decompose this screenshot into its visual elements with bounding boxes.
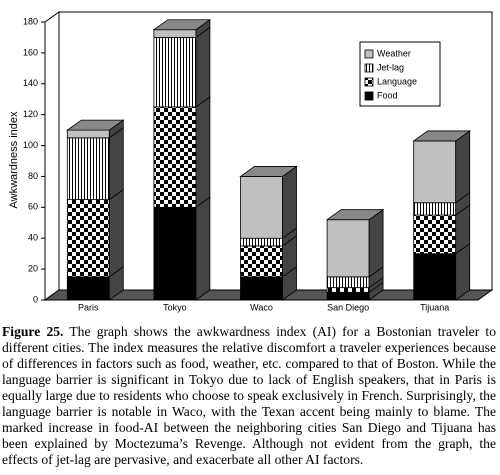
- x-tick-label: Paris: [78, 302, 99, 312]
- bar-top: [412, 130, 471, 142]
- y-tick-label: 20: [28, 263, 38, 273]
- y-tick-label: 120: [23, 109, 38, 119]
- legend-label: Food: [377, 90, 398, 100]
- bar-segment: [66, 276, 110, 301]
- y-tick-label: 0: [33, 294, 38, 304]
- bar-segment: [153, 206, 197, 301]
- bar-top: [325, 209, 385, 221]
- back-wall: [44, 11, 60, 301]
- legend-swatch: [364, 91, 374, 101]
- y-tick-label: 160: [23, 47, 38, 57]
- x-tick-label: Waco: [250, 302, 273, 312]
- caption-label: Figure 25.: [2, 324, 64, 339]
- bar-side: [368, 208, 384, 278]
- bar-side: [108, 127, 124, 201]
- bar-segment: [66, 199, 110, 278]
- bar-top: [152, 19, 212, 31]
- bar-segment: [413, 253, 457, 301]
- bar-segment: [240, 237, 283, 247]
- bar-segment: [240, 176, 283, 239]
- bar-segment: [326, 276, 370, 289]
- y-tick-label: 40: [28, 233, 38, 243]
- bar-top: [239, 166, 298, 177]
- bar-side: [108, 188, 124, 278]
- caption-text: The graph shows the awkwardness index (A…: [2, 324, 496, 467]
- y-tick-label: 140: [23, 78, 38, 88]
- y-axis-label: Awkwardness index: [8, 111, 20, 209]
- chart: Awkwardness index 0 20 40 60 80 100 120 140 160 1…: [8, 11, 494, 312]
- x-tick-label: Tokyo: [163, 302, 187, 312]
- bar-side: [195, 26, 211, 108]
- bar-segment: [66, 129, 110, 139]
- bar-segment: [326, 219, 370, 278]
- bar-side: [195, 96, 211, 209]
- bar-segment: [240, 245, 283, 278]
- x-tick-label: Tijuana: [420, 302, 449, 312]
- bar-side: [195, 196, 211, 301]
- y-tick-label: 180: [23, 16, 38, 26]
- legend-label: Weather: [377, 48, 411, 58]
- bar-segment: [413, 214, 457, 255]
- legend-swatch: [364, 49, 374, 59]
- bar-segment: [153, 106, 197, 208]
- caption: Figure 25. The graph shows the awkwardne…: [2, 324, 496, 468]
- y-tick-label: 80: [28, 171, 38, 181]
- bar-segment: [413, 202, 457, 216]
- y-tick-label: 60: [28, 202, 38, 212]
- legend-label: Language: [377, 76, 417, 86]
- y-tick-label: 100: [23, 140, 38, 150]
- bar-segment: [66, 137, 110, 201]
- bar-segment: [153, 29, 197, 38]
- bar-side: [455, 130, 471, 204]
- bar-side: [282, 165, 297, 239]
- bar-segment: [413, 140, 457, 204]
- x-tick-label: San Diego: [327, 302, 369, 312]
- bar-segment: [326, 287, 370, 293]
- bar-segment: [240, 276, 283, 301]
- bar-top: [66, 119, 125, 131]
- legend-swatch: [364, 63, 374, 73]
- legend-swatch: [364, 77, 374, 87]
- bar-segment: [153, 37, 197, 108]
- bar-segment: [326, 291, 370, 301]
- legend-label: Jet-lag: [377, 62, 404, 72]
